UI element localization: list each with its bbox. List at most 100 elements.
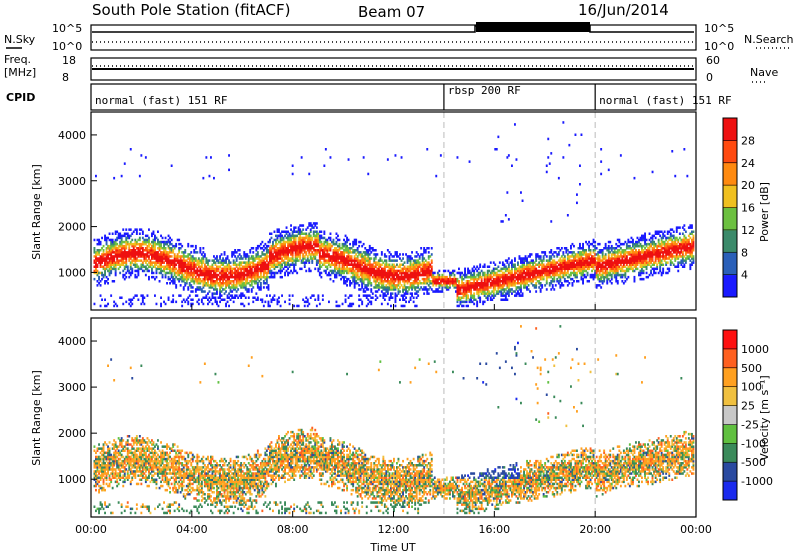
data-cell — [244, 263, 247, 266]
data-cell — [185, 263, 188, 266]
data-cell — [514, 257, 516, 260]
data-cell — [116, 247, 119, 250]
data-cell — [126, 234, 129, 238]
data-cell — [163, 300, 165, 304]
data-cell — [144, 238, 147, 242]
data-cell — [225, 275, 227, 279]
data-cell — [113, 242, 116, 246]
data-cell — [217, 261, 220, 264]
data-cell — [199, 261, 202, 264]
data-cell — [213, 280, 215, 283]
data-cell — [110, 249, 113, 252]
data-cell — [129, 267, 132, 271]
data-cell — [501, 220, 504, 223]
data-cell — [203, 265, 206, 268]
data-cell — [188, 294, 191, 297]
data-cell — [111, 244, 114, 248]
data-cell — [200, 269, 203, 273]
data-cell — [132, 257, 135, 260]
data-cell — [315, 226, 318, 229]
data-cell — [122, 275, 125, 279]
data-cell — [107, 236, 109, 240]
data-cell — [178, 261, 181, 264]
data-cell — [158, 267, 161, 271]
data-cell — [208, 300, 211, 304]
data-cell — [223, 275, 226, 279]
data-cell — [228, 292, 230, 295]
data-cell — [250, 288, 253, 291]
data-cell — [160, 263, 162, 266]
data-cell — [222, 263, 224, 266]
data-cell — [166, 257, 168, 260]
data-cell — [154, 249, 156, 252]
nsearch-label: N.Search — [744, 33, 794, 46]
data-cell — [120, 244, 123, 248]
data-cell — [128, 247, 131, 250]
data-cell — [196, 261, 199, 264]
data-cell — [265, 294, 268, 297]
data-cell — [111, 242, 114, 246]
data-cell — [135, 240, 138, 244]
data-cell — [222, 288, 224, 291]
data-cell — [506, 298, 509, 301]
data-cell — [178, 238, 181, 242]
data-cell — [229, 267, 232, 271]
data-cell — [152, 255, 155, 258]
data-cell — [120, 238, 123, 242]
data-cell — [226, 275, 229, 279]
data-cell — [93, 271, 96, 275]
data-cell — [167, 259, 170, 262]
data-cell — [550, 249, 553, 252]
data-cell — [143, 249, 146, 252]
data-cell — [285, 226, 288, 229]
data-cell — [235, 275, 238, 279]
data-cell — [108, 269, 111, 273]
data-cell — [116, 255, 119, 258]
data-cell — [131, 298, 134, 301]
data-cell — [181, 265, 184, 268]
data-cell — [152, 238, 155, 242]
data-cell — [172, 251, 175, 254]
data-cell — [96, 249, 99, 252]
data-cell — [573, 280, 575, 283]
data-cell — [120, 259, 123, 262]
data-cell — [160, 251, 162, 254]
nave-label: Nave — [750, 66, 778, 79]
data-cell — [176, 255, 179, 258]
data-cell — [152, 242, 155, 246]
data-cell — [166, 265, 168, 268]
data-cell — [187, 275, 190, 279]
data-cell — [181, 300, 184, 304]
data-cell — [172, 282, 175, 285]
data-cell — [196, 277, 199, 281]
data-cell — [191, 259, 194, 262]
data-cell — [234, 267, 237, 271]
data-cell — [119, 236, 122, 240]
data-cell — [163, 253, 165, 256]
data-cell — [111, 280, 114, 283]
data-cell — [315, 304, 318, 308]
data-cell — [140, 251, 143, 254]
data-cell — [220, 275, 223, 279]
data-cell — [122, 244, 125, 248]
data-cell — [205, 296, 208, 299]
data-cell — [598, 255, 601, 258]
data-cell — [157, 238, 159, 242]
nsky-label: N.Sky — [4, 33, 36, 46]
data-cell — [202, 280, 205, 283]
data-cell — [110, 263, 113, 266]
data-cell — [144, 259, 147, 262]
data-cell — [179, 277, 182, 281]
data-cell — [144, 253, 147, 256]
data-cell — [184, 277, 187, 281]
data-cell — [191, 290, 194, 293]
data-cell — [191, 261, 194, 264]
data-cell — [157, 247, 159, 250]
data-cell — [148, 261, 150, 264]
data-cell — [107, 257, 109, 260]
data-cell — [179, 255, 182, 258]
data-cell — [146, 267, 149, 271]
data-cell — [223, 277, 226, 281]
data-cell — [247, 261, 250, 264]
data-cell — [140, 259, 143, 262]
